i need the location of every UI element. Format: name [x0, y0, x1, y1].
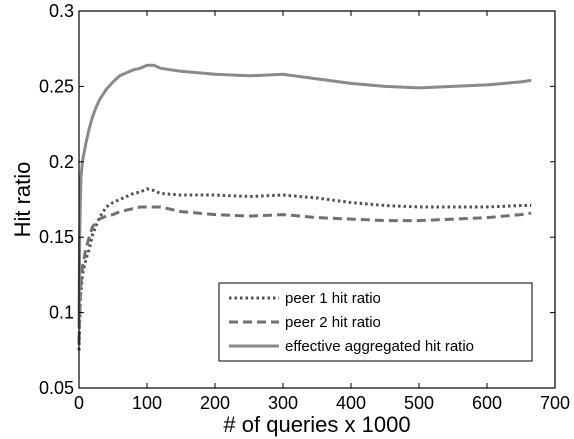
legend-label: effective aggregated hit ratio: [285, 338, 474, 355]
x-tick-label: 500: [404, 393, 434, 413]
y-axis-label: Hit ratio: [10, 162, 35, 238]
ticks: 0 100 200 300 400 500 600 700 0.05 0.1 0.15 0.2 0.25…: [39, 1, 570, 413]
x-tick-label: 300: [268, 393, 298, 413]
y-tick-label: 0.2: [49, 152, 74, 172]
legend-label: peer 1 hit ratio: [285, 290, 381, 307]
y-tick-label: 0.25: [39, 76, 74, 96]
legend: peer 1 hit ratio peer 2 hit ratio effectiv…: [218, 282, 533, 362]
x-tick-label: 400: [336, 393, 366, 413]
x-tick-label: 600: [472, 393, 502, 413]
y-tick-label: 0.1: [49, 303, 74, 323]
legend-label: peer 2 hit ratio: [285, 314, 381, 331]
x-tick-label: 0: [74, 393, 84, 413]
y-tick-label: 0.05: [39, 378, 74, 398]
y-tick-label: 0.15: [39, 227, 74, 247]
plot-frame: [78, 10, 556, 389]
x-axis-label: # of queries x 1000: [223, 412, 410, 437]
x-tick-label: 200: [200, 393, 230, 413]
y-tick-label: 0.3: [49, 1, 74, 21]
x-tick-label: 100: [132, 393, 162, 413]
plot-lines: [77, 63, 532, 351]
series-line-dashed: [77, 205, 532, 343]
x-tick-label: 700: [540, 393, 570, 413]
series-line-solid: [77, 63, 532, 328]
